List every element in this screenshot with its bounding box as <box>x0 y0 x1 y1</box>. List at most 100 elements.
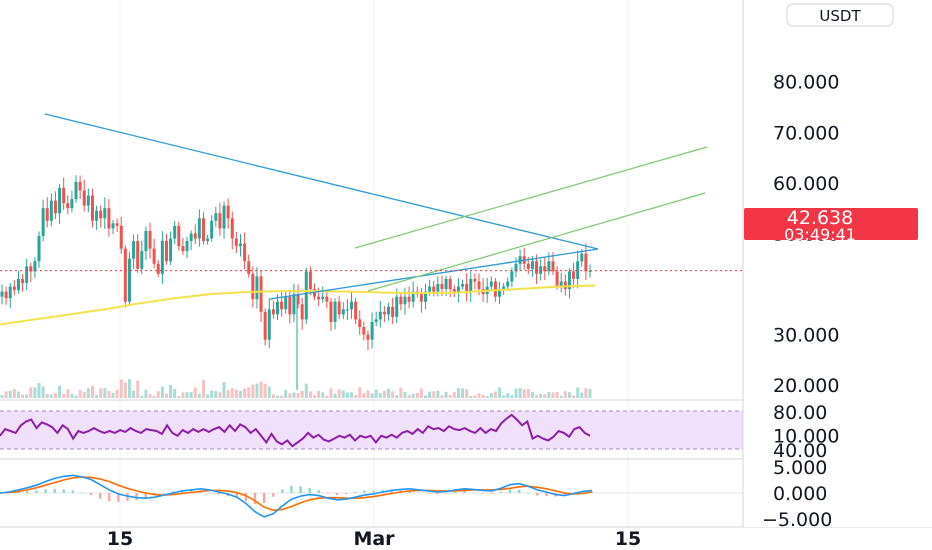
candle-body <box>465 284 469 292</box>
candle-body <box>337 301 341 315</box>
volume-bar <box>70 393 74 398</box>
volume-bar <box>123 382 127 398</box>
triangle-lower-trendline[interactable] <box>269 248 599 300</box>
volume-bar <box>415 392 419 398</box>
volume-bar <box>107 391 111 398</box>
macd-histogram-bar <box>536 493 539 496</box>
macd-histogram-bar <box>290 485 293 493</box>
triangle-upper-trendline[interactable] <box>44 113 599 250</box>
volume-bar <box>547 391 551 398</box>
volume-bar <box>514 388 518 398</box>
candle-body <box>547 261 551 272</box>
macd-histogram-bar <box>262 493 266 503</box>
candle-body <box>333 301 337 322</box>
volume-bar <box>530 392 534 398</box>
volume-bar <box>456 388 460 398</box>
volume-bar <box>461 388 465 398</box>
volume-bar <box>378 392 382 398</box>
volume-bar <box>4 391 8 398</box>
candle-body <box>160 241 164 274</box>
macd-signal-line <box>0 476 593 512</box>
price-tick-label: 10.000 <box>773 426 839 448</box>
channel-lower-line[interactable] <box>367 192 706 292</box>
candle-body <box>473 278 477 282</box>
drawing-tools[interactable] <box>44 113 708 300</box>
candle-body <box>399 296 403 305</box>
price-axis-bg[interactable] <box>744 0 932 527</box>
candle-body <box>284 296 288 310</box>
volume-bar <box>292 392 296 398</box>
volume-bar <box>152 395 156 398</box>
volume-bar <box>177 395 181 398</box>
candle-body <box>0 291 4 297</box>
volume-bar <box>551 392 555 398</box>
volume-bar <box>403 391 407 398</box>
volume-bar <box>62 393 66 398</box>
candle-body <box>502 286 506 290</box>
candle-body <box>103 208 107 219</box>
volume-bar <box>362 393 366 398</box>
macd-histogram-bar <box>390 489 393 493</box>
volume-bar <box>329 388 333 398</box>
macd-histogram-bar <box>545 493 548 497</box>
candle-body <box>271 309 275 315</box>
macd-histogram-bar <box>481 493 484 494</box>
volume-bar <box>584 388 588 398</box>
candle-body <box>378 311 382 320</box>
candle-body <box>74 181 78 200</box>
macd-histogram-bar <box>144 493 147 499</box>
volume-bars <box>0 379 592 398</box>
candle-body <box>362 327 366 335</box>
macd-histogram-bar <box>417 492 421 494</box>
macd-histogram-bar <box>235 493 238 498</box>
candle-body <box>588 270 592 272</box>
volume-bar <box>469 395 473 398</box>
candle-body <box>148 230 152 249</box>
volume-bar <box>419 388 423 398</box>
price-tick-label: 80.000 <box>773 72 839 94</box>
candle-body <box>226 205 230 219</box>
volume-bar <box>473 395 477 398</box>
volume-bar <box>214 391 218 398</box>
currency-button[interactable]: USDT <box>786 3 894 27</box>
candle-body <box>58 187 62 214</box>
candle-body <box>535 261 539 274</box>
candle-body <box>33 261 37 272</box>
candle-body <box>132 241 136 259</box>
rsi-band <box>0 411 743 449</box>
candle-body <box>563 281 567 290</box>
volume-bar <box>563 391 567 398</box>
candle-body <box>514 263 518 272</box>
volume-bar <box>90 385 94 398</box>
macd-line <box>0 474 593 518</box>
macd-histogram-bar <box>490 493 494 495</box>
macd-histogram-bar <box>317 490 320 493</box>
candle-body <box>181 246 185 252</box>
volume-bar <box>391 391 395 398</box>
candle-body <box>469 278 473 292</box>
candle-body <box>78 181 82 191</box>
channel-upper-line[interactable] <box>354 146 708 249</box>
candle-body <box>506 281 510 287</box>
time-tick-label: 15 <box>615 528 641 550</box>
candle-body <box>169 238 173 262</box>
candlestick-series[interactable] <box>0 175 592 390</box>
macd-histogram-bar <box>244 493 248 501</box>
candle-body <box>37 235 41 262</box>
candle-body <box>164 241 168 262</box>
candle-body <box>387 306 391 315</box>
candle-body <box>8 286 12 299</box>
candle-body <box>341 309 345 315</box>
volume-bar <box>284 390 288 398</box>
time-axis[interactable]: 15 Mar 15 <box>107 528 641 550</box>
current-price-value: 42.638 <box>787 207 853 229</box>
candle-body <box>16 278 20 291</box>
volume-bar <box>345 392 349 398</box>
volume-bar <box>82 392 86 398</box>
volume-bar <box>271 394 275 398</box>
candle-body <box>489 281 493 287</box>
macd-histogram-bar <box>445 493 448 494</box>
candle-body <box>140 251 144 269</box>
volume-bar <box>288 393 292 398</box>
